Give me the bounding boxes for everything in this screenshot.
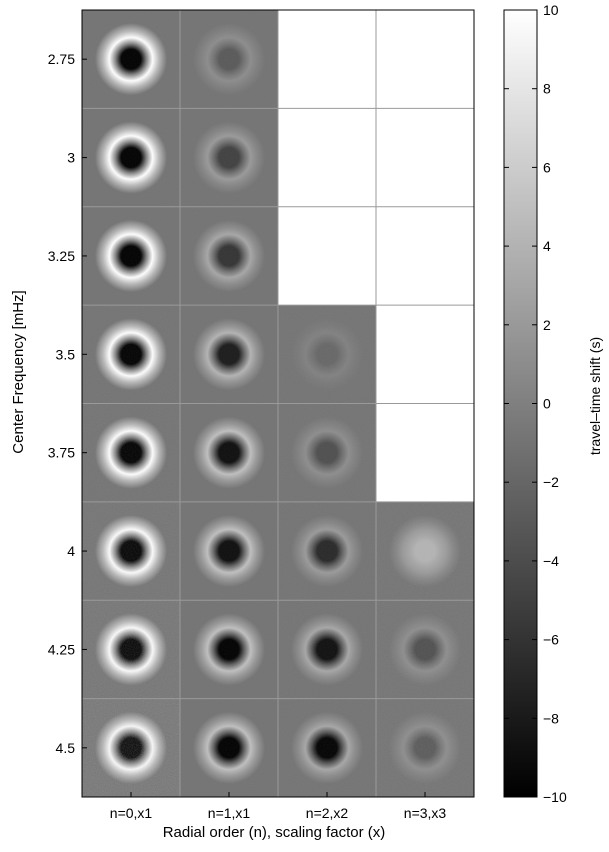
panel-4.5-n=3,x3 xyxy=(376,698,474,797)
panel-3.5-n=3,x3 xyxy=(376,305,474,404)
colorbar-label: travel–time shift (s) xyxy=(587,337,603,455)
panel-2.75-n=3,x3 xyxy=(376,10,474,109)
panel-4-n=0,x1 xyxy=(82,501,180,601)
panel-3.5-n=0,x1 xyxy=(82,305,180,404)
panel-noise xyxy=(278,501,376,601)
panel-noise xyxy=(180,403,278,502)
x-tick-labels: n=0,x1 n=1,x1 n=2,x2 n=3,x3 xyxy=(110,792,447,821)
y-tick-label: 4.5 xyxy=(56,740,76,756)
y-tick-label: 4.25 xyxy=(48,641,75,657)
panel-noise xyxy=(82,206,180,306)
panel-4-n=2,x2 xyxy=(278,501,376,601)
colorbar xyxy=(503,9,538,798)
y-tick-label: 3.75 xyxy=(48,445,75,461)
panel-noise xyxy=(278,305,376,404)
colorbar-tick-label: −4 xyxy=(543,553,559,569)
panel-noise xyxy=(180,108,278,207)
panel-4.5-n=0,x1 xyxy=(82,698,180,797)
panel-3.5-n=1,x1 xyxy=(180,305,278,404)
panel-3-n=3,x3 xyxy=(376,108,474,207)
colorbar-tick-label: −10 xyxy=(543,789,567,805)
panel-noise xyxy=(180,305,278,404)
panel-3-n=1,x1 xyxy=(180,108,278,207)
panel-3.75-n=0,x1 xyxy=(82,403,180,502)
x-tick-label: n=0,x1 xyxy=(110,805,153,821)
y-tick-label: 3.5 xyxy=(56,346,76,362)
panel-noise xyxy=(278,403,376,502)
panel-3.25-n=2,x2 xyxy=(278,206,376,306)
panel-3.5-n=2,x2 xyxy=(278,305,376,404)
panel-noise xyxy=(278,600,376,699)
panel-noise xyxy=(82,10,180,109)
panel-3.25-n=1,x1 xyxy=(180,206,278,306)
y-tick-label: 3.25 xyxy=(48,248,75,264)
panel-3-n=2,x2 xyxy=(278,108,376,207)
colorbar-tick-label: −8 xyxy=(543,710,559,726)
panel-4.5-n=1,x1 xyxy=(180,698,278,797)
y-tick-label: 3 xyxy=(67,150,75,166)
panel-3.75-n=1,x1 xyxy=(180,403,278,502)
panel-noise xyxy=(180,698,278,797)
panel-noise xyxy=(82,108,180,207)
panel-noise xyxy=(82,501,180,601)
panel-3.25-n=0,x1 xyxy=(82,206,180,306)
panel-4-n=1,x1 xyxy=(180,501,278,601)
panel-4.25-n=2,x2 xyxy=(278,600,376,699)
panel-noise xyxy=(376,600,474,699)
panel-noise xyxy=(82,600,180,699)
panel-noise xyxy=(82,698,180,797)
panel-noise xyxy=(376,698,474,797)
x-tick-label: n=1,x1 xyxy=(208,805,251,821)
panel-3.25-n=3,x3 xyxy=(376,206,474,306)
panel-noise xyxy=(180,10,278,109)
colorbar-tick-label: 8 xyxy=(543,81,551,97)
y-tick-label: 4 xyxy=(67,543,75,559)
panel-4.25-n=0,x1 xyxy=(82,600,180,699)
y-tick-labels: 2.75 3 3.25 3.5 3.75 4 4.25 4.5 xyxy=(48,51,87,756)
colorbar-ticks: 10 8 6 4 2 0 −2 −4 −6 −8 −10 xyxy=(504,2,567,805)
panel-noise xyxy=(180,501,278,601)
x-tick-label: n=3,x3 xyxy=(404,805,447,821)
panel-noise xyxy=(82,305,180,404)
colorbar-tick-label: 0 xyxy=(543,396,551,412)
panel-2.75-n=2,x2 xyxy=(278,10,376,109)
panel-noise xyxy=(180,206,278,306)
panel-3.75-n=3,x3 xyxy=(376,403,474,502)
panel-4.5-n=2,x2 xyxy=(278,698,376,797)
panel-4.25-n=1,x1 xyxy=(180,600,278,699)
panel-noise xyxy=(82,403,180,502)
x-tick-label: n=2,x2 xyxy=(306,805,349,821)
panel-4.25-n=3,x3 xyxy=(376,600,474,699)
panel-4-n=3,x3 xyxy=(376,501,474,601)
panel-3.75-n=2,x2 xyxy=(278,403,376,502)
colorbar-tick-label: 4 xyxy=(543,238,551,254)
panel-2.75-n=1,x1 xyxy=(180,10,278,109)
colorbar-tick-label: −2 xyxy=(543,474,559,490)
colorbar-tick-label: 2 xyxy=(543,317,551,333)
panel-noise xyxy=(376,501,474,601)
panel-2.75-n=0,x1 xyxy=(82,10,180,109)
panel-3-n=0,x1 xyxy=(82,108,180,207)
panel-grid xyxy=(82,10,474,797)
plot-frame xyxy=(81,9,475,798)
y-tick-label: 2.75 xyxy=(48,51,75,67)
colorbar-tick-label: 6 xyxy=(543,159,551,175)
panel-grid-lines xyxy=(82,10,474,797)
colorbar-tick-label: 10 xyxy=(543,2,559,18)
colorbar-tick-label: −6 xyxy=(543,632,559,648)
panel-noise xyxy=(278,698,376,797)
y-axis-label: Center Frequency [mHz] xyxy=(10,290,27,453)
panel-noise xyxy=(180,600,278,699)
x-axis-label: Radial order (n), scaling factor (x) xyxy=(163,824,386,841)
